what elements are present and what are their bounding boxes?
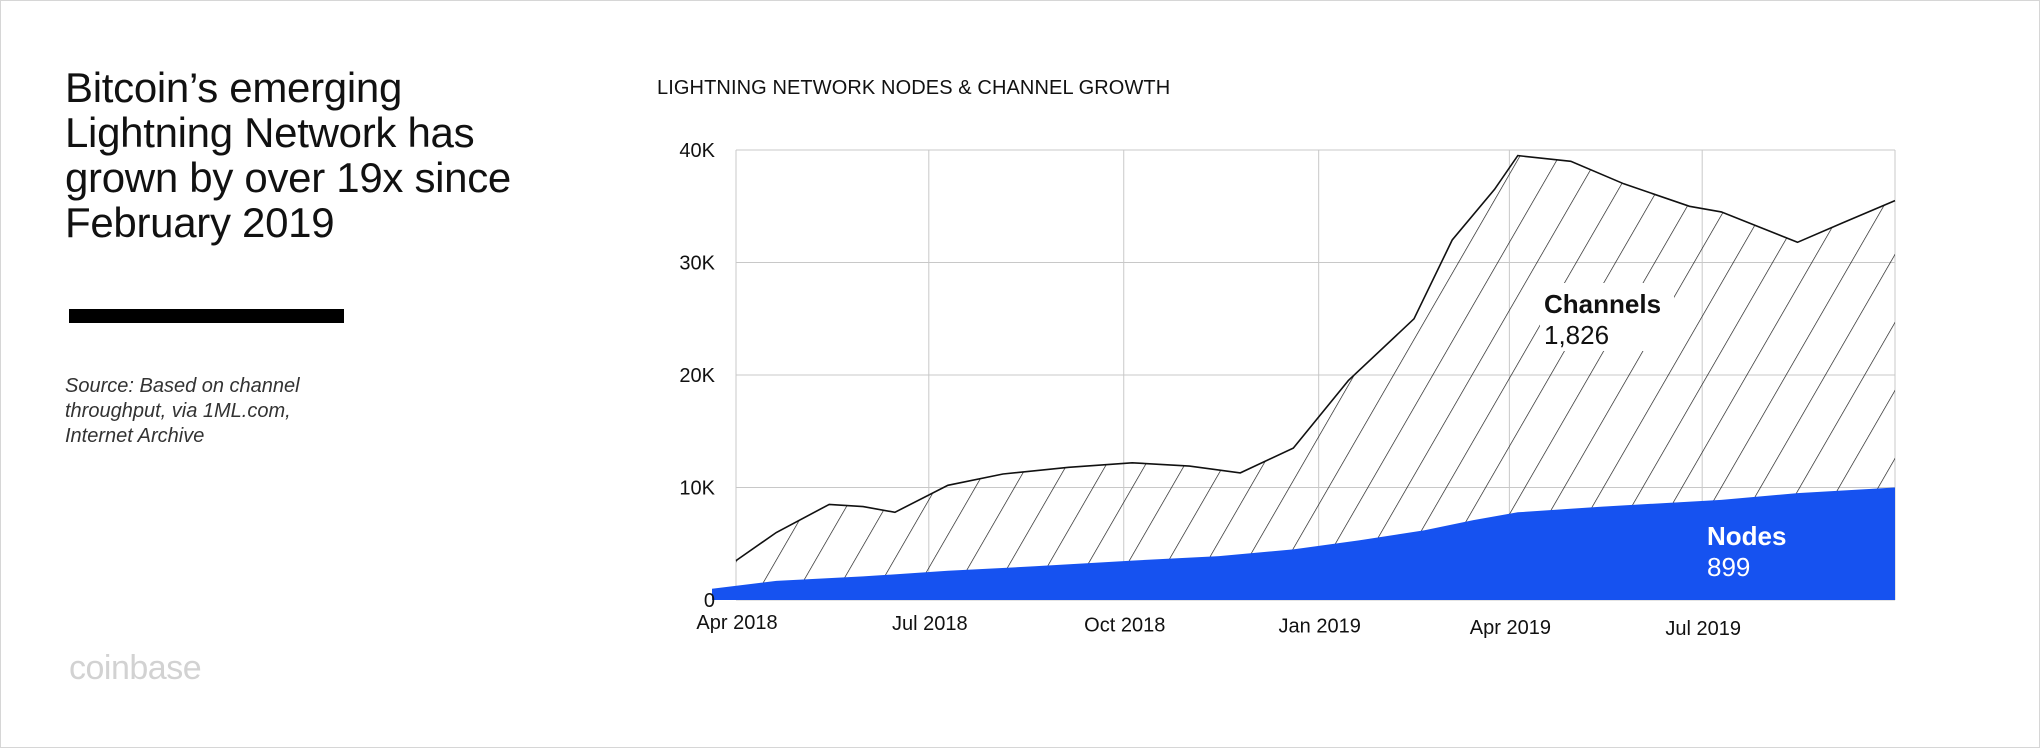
- x-tick-label: Jul 2019: [1665, 618, 1741, 640]
- channels-callout-bg: [1540, 283, 1674, 351]
- y-tick-label: 40K: [679, 140, 715, 162]
- nodes-label: Nodes: [1707, 521, 1786, 551]
- x-tick-label: Jul 2018: [892, 613, 968, 635]
- coinbase-logo: coinbase: [69, 649, 202, 687]
- plot-area: [712, 154, 1896, 600]
- channels-value: 1,826: [1544, 320, 1609, 350]
- source-note: Source: Based on channel throughput, via…: [65, 375, 300, 447]
- y-tick-label: 30K: [679, 253, 715, 275]
- x-tick-label: Jan 2019: [1279, 616, 1361, 638]
- channels-area: [736, 155, 1895, 600]
- axes: 0 10K 20K 30K 40K Apr 2018 Jul 2018 Oct 2018 Jan…: [679, 140, 1741, 640]
- chart-title: LIGHTNING NETWORK NODES & CHANNEL GROWTH: [657, 77, 1171, 99]
- divider-bar: [69, 309, 344, 323]
- channels-line: [735, 154, 1896, 562]
- headline: Bitcoin’s emerging Lightning Network has…: [65, 64, 511, 246]
- y-tick-label: 0: [704, 590, 715, 612]
- y-tick-label: 20K: [679, 365, 715, 387]
- x-tick-label: Apr 2019: [1470, 617, 1551, 639]
- x-tick-label: Apr 2018: [696, 612, 777, 634]
- nodes-value: 899: [1707, 552, 1750, 582]
- nodes-area: [712, 487, 1895, 600]
- y-tick-label: 10K: [679, 478, 715, 500]
- channels-label: Channels: [1544, 289, 1661, 319]
- x-tick-label: Oct 2018: [1084, 614, 1165, 636]
